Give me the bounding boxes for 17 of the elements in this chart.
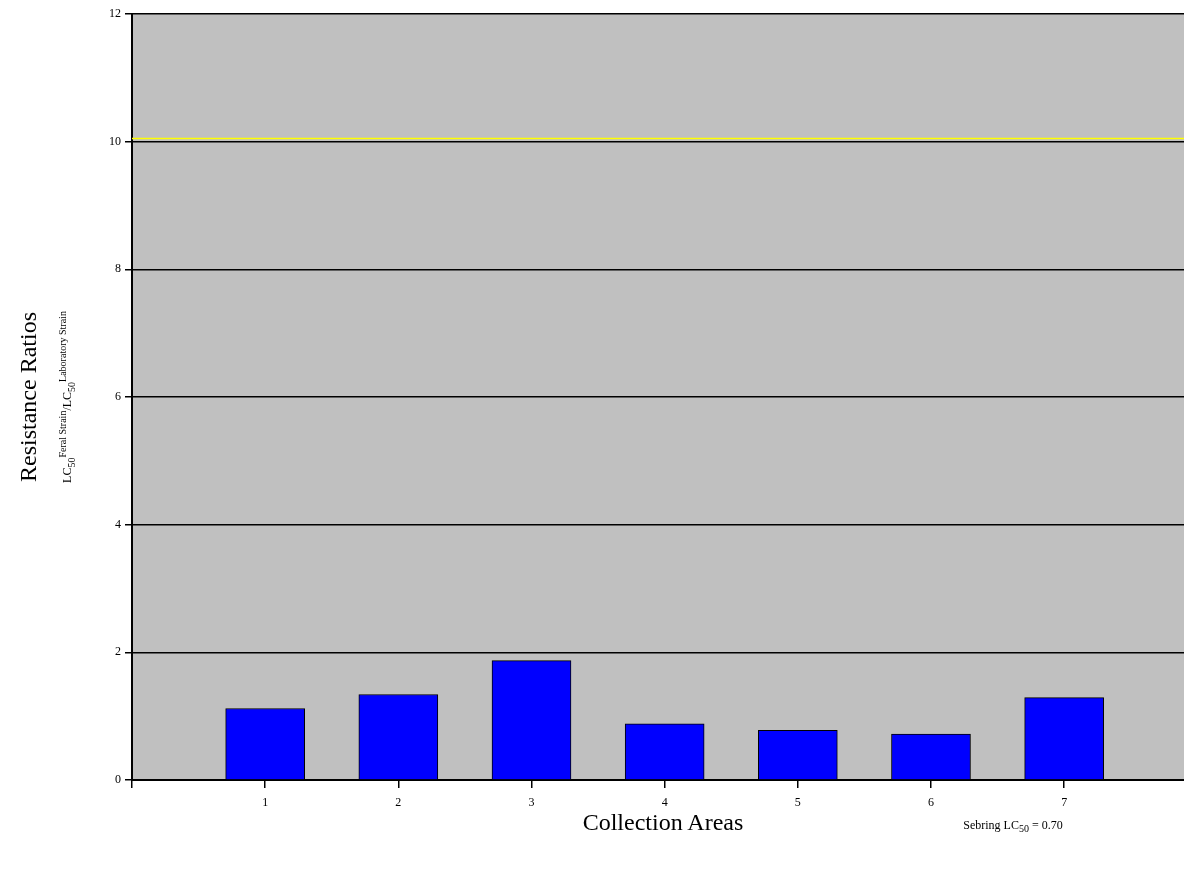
x-tick-label: 5	[794, 795, 801, 810]
x-tick-label: 6	[927, 795, 934, 810]
y-tick-label: 2	[115, 644, 121, 659]
text: Sebring LC$_{50}$ = 0.70	[963, 817, 1063, 835]
x-tick-label: 2	[395, 795, 402, 810]
x-tick-label: 1	[262, 795, 269, 810]
x-tick-label: 3	[528, 795, 535, 810]
y-tick-label: 4	[115, 516, 121, 531]
x-tick-label: 7	[1061, 795, 1068, 810]
y-axis-title: Resistance Ratios	[14, 312, 42, 482]
x-axis-title: Collection Areas	[582, 808, 744, 836]
y-tick-label: 10	[109, 133, 121, 148]
x-tick-label: 4	[661, 795, 668, 810]
y-tick-label: 0	[115, 772, 121, 787]
y-tick-label: 12	[109, 6, 121, 21]
y-tick-label: 8	[115, 261, 121, 276]
y-tick-label: 6	[115, 389, 121, 404]
